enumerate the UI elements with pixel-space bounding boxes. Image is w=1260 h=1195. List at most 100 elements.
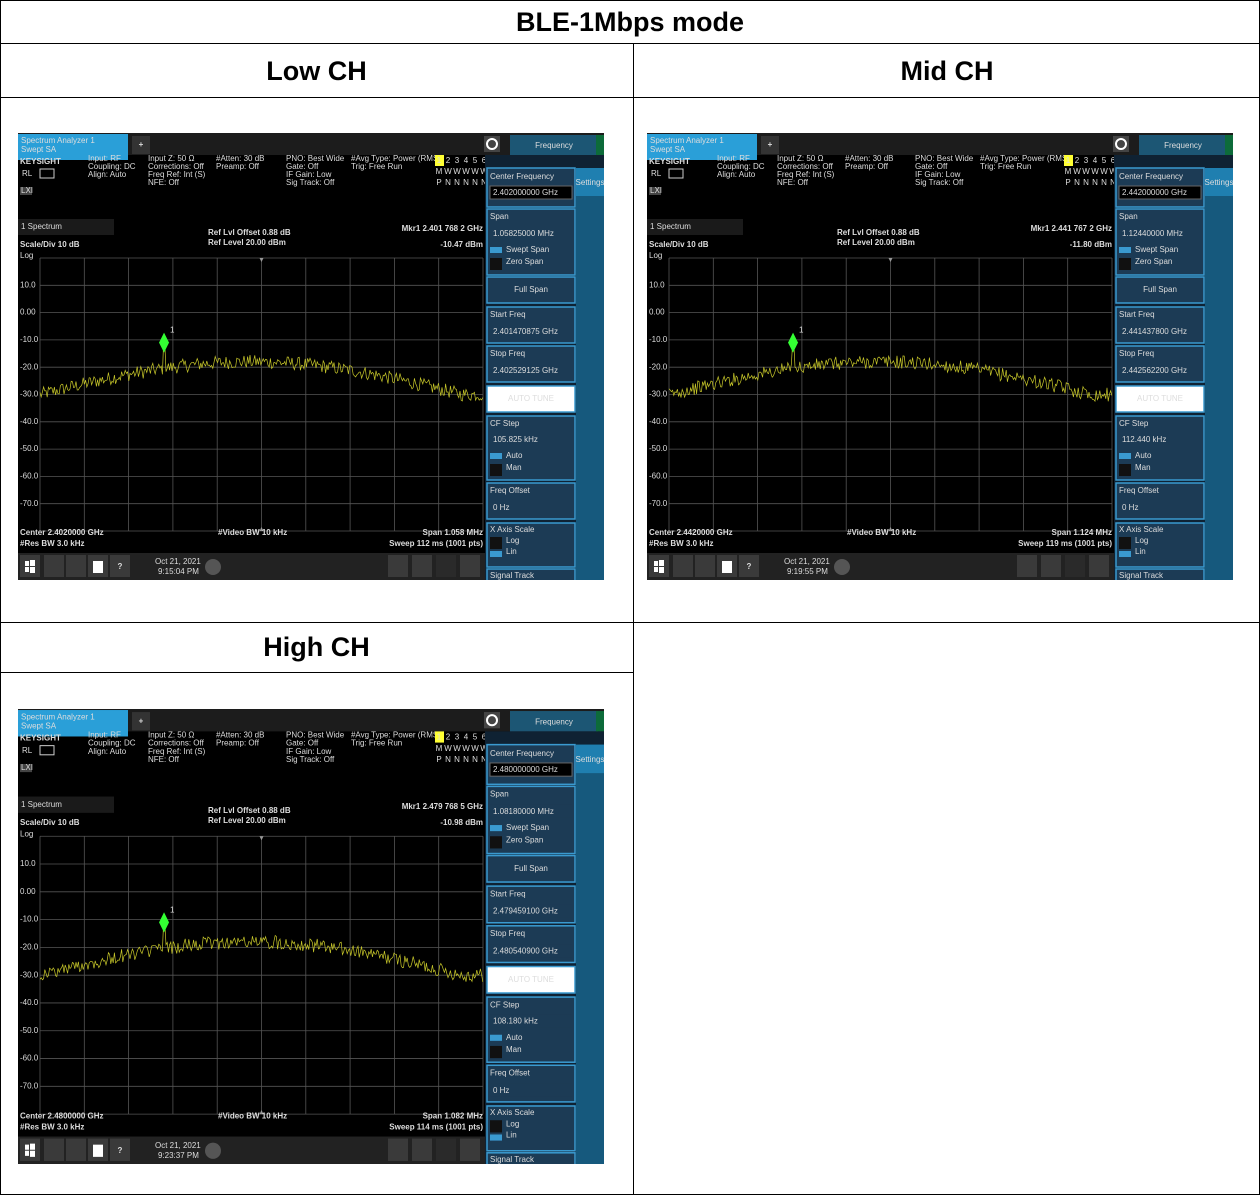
key-label: Full Span	[514, 285, 548, 294]
trace-number: 3	[455, 156, 460, 165]
status-text: NFE: Off	[148, 755, 180, 764]
taskbar-button[interactable]	[1017, 555, 1037, 577]
softkey[interactable]	[486, 854, 576, 883]
notify-button[interactable]	[205, 1142, 221, 1159]
taskbar-button[interactable]	[412, 1138, 432, 1161]
taskbar-button[interactable]	[436, 555, 456, 577]
softkey[interactable]	[486, 568, 576, 580]
y-tick-label: 0.00	[649, 308, 665, 317]
key-label: X Axis Scale	[1119, 525, 1164, 534]
ref-level: Ref Level 20.00 dBm	[208, 238, 286, 247]
menu-tab[interactable]	[510, 135, 598, 155]
window-label: 1 Spectrum	[21, 222, 62, 231]
taskbar-button[interactable]	[460, 555, 480, 577]
y-tick-label: 0.00	[20, 308, 36, 317]
notify-button[interactable]	[834, 559, 850, 575]
help-icon: ?	[118, 1146, 123, 1155]
taskbar-button[interactable]	[44, 555, 64, 577]
top-bar	[647, 133, 1233, 155]
y-tick-label: -10.0	[20, 335, 39, 344]
radio-label: Auto	[1135, 451, 1152, 460]
notify-button[interactable]	[205, 559, 221, 575]
taskbar-button[interactable]	[388, 555, 408, 577]
log-label: Log	[20, 251, 33, 260]
tab[interactable]	[18, 710, 128, 737]
taskbar-button[interactable]	[110, 555, 130, 577]
menu-label: Frequency	[535, 141, 573, 150]
key-label: AUTO TUNE	[508, 975, 554, 984]
rl: RL	[651, 169, 662, 178]
rl: RL	[22, 169, 33, 178]
softkey[interactable]	[486, 276, 576, 304]
cell-label: Mid CH	[900, 56, 994, 86]
trace-type: W	[1073, 167, 1081, 176]
softkey[interactable]	[1115, 276, 1205, 304]
add-tab[interactable]	[132, 136, 150, 154]
auto-tune[interactable]	[486, 385, 576, 413]
taskbar-button[interactable]	[1089, 555, 1109, 577]
taskbar-button[interactable]	[1065, 555, 1085, 577]
value-field	[490, 501, 572, 514]
tab-name: Spectrum Analyzer 1	[21, 136, 95, 145]
taskbar-button[interactable]	[436, 1138, 456, 1161]
radio-off	[490, 836, 502, 849]
settings-tab[interactable]	[576, 744, 604, 774]
taskbar-button[interactable]	[66, 555, 86, 577]
status-text: Gate: Off	[286, 162, 319, 171]
tab[interactable]	[647, 134, 757, 160]
date: Oct 21, 2021	[155, 1141, 201, 1150]
value-field	[1119, 364, 1201, 377]
taskbar-button[interactable]	[66, 1138, 86, 1161]
taskbar-button[interactable]	[20, 1138, 40, 1161]
radio-on	[490, 1034, 502, 1041]
log-label: Log	[649, 251, 662, 260]
auto-tune[interactable]	[1115, 385, 1205, 413]
value-text: 2.442562200 GHz	[1122, 366, 1187, 375]
taskbar-button[interactable]	[1041, 555, 1061, 577]
menu-tab[interactable]	[510, 711, 598, 732]
tab[interactable]	[18, 134, 128, 160]
window-select[interactable]	[647, 219, 743, 235]
trace-type: W	[471, 744, 479, 753]
trace-detector: P	[1065, 178, 1070, 187]
taskbar-button[interactable]	[460, 1138, 480, 1161]
settings-tab[interactable]	[1205, 168, 1233, 196]
window-select[interactable]	[18, 796, 114, 813]
settings-tab[interactable]	[576, 168, 604, 196]
softkey[interactable]	[486, 208, 576, 276]
border	[0, 0, 1, 1195]
status-text: #Atten: 30 dB	[845, 154, 893, 163]
value-field	[490, 325, 572, 338]
value-field	[1118, 185, 1202, 200]
taskbar-button[interactable]	[673, 555, 693, 577]
trace-detector: N	[472, 178, 478, 187]
taskbar-button[interactable]	[739, 555, 759, 577]
status-text: Align: Auto	[717, 170, 756, 179]
auto-tune[interactable]	[486, 965, 576, 994]
trace-type: W	[471, 167, 479, 176]
trace-detector: N	[1092, 178, 1098, 187]
add-tab[interactable]	[132, 712, 150, 731]
y-tick-label: -60.0	[20, 1054, 39, 1063]
ref-level: Ref Level 20.00 dBm	[837, 238, 915, 247]
window-select[interactable]	[18, 219, 114, 235]
brand: KEYSIGHT	[20, 157, 61, 166]
trace-number: 5	[473, 733, 478, 742]
taskbar-button[interactable]	[412, 555, 432, 577]
key-label: Freq Offset	[490, 486, 531, 495]
trace-number: 3	[455, 733, 460, 742]
taskbar-button[interactable]	[110, 1138, 130, 1161]
softkey[interactable]	[1115, 568, 1205, 580]
value-field	[490, 227, 572, 240]
taskbar-button[interactable]	[695, 555, 715, 577]
taskbar-button[interactable]	[44, 1138, 64, 1161]
add-tab[interactable]	[761, 136, 779, 154]
menu-tab[interactable]	[1139, 135, 1227, 155]
softkey[interactable]	[486, 1152, 576, 1164]
res-bw: #Res BW 3.0 kHz	[20, 539, 84, 548]
taskbar-button[interactable]	[388, 1138, 408, 1161]
menu-label: Frequency	[535, 717, 574, 726]
date: Oct 21, 2021	[155, 557, 201, 566]
border	[0, 622, 1260, 623]
